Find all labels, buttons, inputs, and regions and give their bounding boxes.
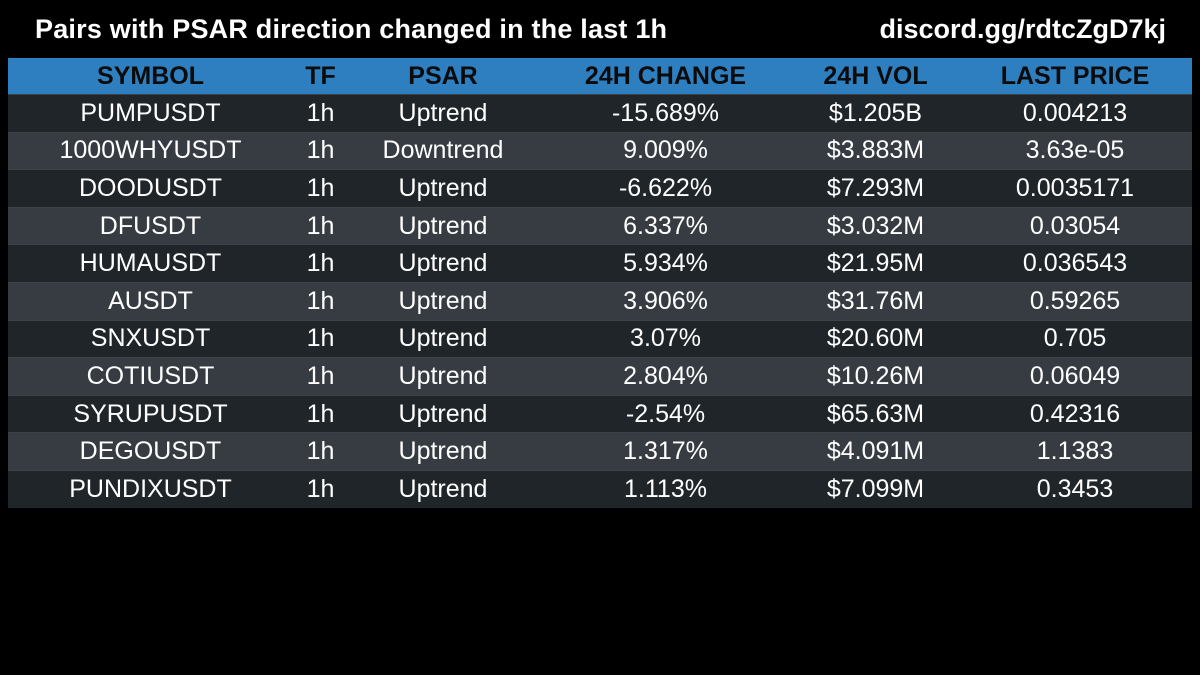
cell-24h-change: 3.07% (538, 319, 793, 358)
table-row: AUSDT 1h Uptrend 3.906% $31.76M 0.59265 (8, 281, 1192, 321)
cell-psar: Uptrend (348, 206, 538, 245)
cell-24h-vol: $3.883M (793, 131, 958, 170)
cell-24h-vol: $3.032M (793, 206, 958, 245)
table-row: DEGOUSDT 1h Uptrend 1.317% $4.091M 1.1383 (8, 432, 1192, 471)
cell-last-price: 1.1383 (958, 432, 1192, 471)
cell-last-price: 0.004213 (958, 94, 1192, 133)
cell-psar: Uptrend (348, 394, 538, 433)
cell-symbol: 1000WHYUSDT (8, 131, 293, 170)
cell-24h-change: -15.689% (538, 94, 793, 133)
table-row: 1000WHYUSDT 1h Downtrend 9.009% $3.883M 3.63e… (8, 131, 1192, 170)
cell-symbol: DOODUSDT (8, 169, 293, 208)
cell-last-price: 0.0035171 (958, 169, 1192, 208)
cell-last-price: 0.59265 (958, 281, 1192, 321)
table-row: DFUSDT 1h Uptrend 6.337% $3.032M 0.03054 (8, 206, 1192, 245)
cell-last-price: 0.3453 (958, 469, 1192, 508)
cell-tf: 1h (293, 94, 348, 133)
table-header-row: SYMBOL TF PSAR 24H CHANGE 24H VOL LAST P… (8, 58, 1192, 95)
cell-24h-vol: $7.099M (793, 469, 958, 508)
cell-symbol: PUMPUSDT (8, 94, 293, 133)
column-header-tf[interactable]: TF (305, 61, 336, 90)
cell-24h-vol: $31.76M (793, 281, 958, 321)
cell-psar: Uptrend (348, 357, 538, 396)
column-header-psar[interactable]: PSAR (408, 61, 478, 90)
cell-psar: Uptrend (348, 281, 538, 321)
cell-tf: 1h (293, 432, 348, 471)
cell-psar: Uptrend (348, 469, 538, 508)
cell-symbol: COTIUSDT (8, 357, 293, 396)
cell-tf: 1h (293, 169, 348, 208)
cell-24h-vol: $65.63M (793, 394, 958, 433)
cell-24h-change: 5.934% (538, 244, 793, 283)
cell-24h-vol: $4.091M (793, 432, 958, 471)
table-row: HUMAUSDT 1h Uptrend 5.934% $21.95M 0.036543 (8, 244, 1192, 283)
table-row: COTIUSDT 1h Uptrend 2.804% $10.26M 0.06049 (8, 357, 1192, 396)
cell-symbol: SYRUPUSDT (8, 394, 293, 433)
cell-tf: 1h (293, 469, 348, 508)
cell-24h-vol: $1.205B (793, 94, 958, 133)
cell-last-price: 0.036543 (958, 244, 1192, 283)
table-row: SYRUPUSDT 1h Uptrend -2.54% $65.63M 0.42316 (8, 394, 1192, 433)
page-title: Pairs with PSAR direction changed in the… (35, 14, 668, 44)
cell-last-price: 3.63e-05 (958, 131, 1192, 170)
cell-tf: 1h (293, 281, 348, 321)
cell-tf: 1h (293, 244, 348, 283)
cell-tf: 1h (293, 319, 348, 358)
cell-tf: 1h (293, 206, 348, 245)
cell-24h-vol: $20.60M (793, 319, 958, 358)
cell-psar: Uptrend (348, 432, 538, 471)
column-header-24h-change[interactable]: 24H CHANGE (584, 61, 747, 90)
cell-last-price: 0.03054 (958, 206, 1192, 245)
discord-link[interactable]: discord.gg/rdtcZgD7kj (879, 14, 1166, 44)
cell-tf: 1h (293, 394, 348, 433)
cell-psar: Uptrend (348, 94, 538, 133)
cell-24h-change: 6.337% (538, 206, 793, 245)
cell-24h-change: 2.804% (538, 357, 793, 396)
cell-24h-change: 9.009% (538, 131, 793, 170)
column-header-symbol[interactable]: SYMBOL (97, 61, 204, 90)
cell-tf: 1h (293, 131, 348, 170)
cell-symbol: SNXUSDT (8, 319, 293, 358)
cell-symbol: DEGOUSDT (8, 432, 293, 471)
cell-24h-change: 1.317% (538, 432, 793, 471)
cell-last-price: 0.42316 (958, 394, 1192, 433)
table-row: SNXUSDT 1h Uptrend 3.07% $20.60M 0.705 (8, 319, 1192, 358)
table-row: PUMPUSDT 1h Uptrend -15.689% $1.205B 0.004213 (8, 94, 1192, 133)
table-row: DOODUSDT 1h Uptrend -6.622% $7.293M 0.0035171 (8, 169, 1192, 208)
cell-psar: Uptrend (348, 169, 538, 208)
cell-24h-vol: $7.293M (793, 169, 958, 208)
cell-psar: Uptrend (348, 319, 538, 358)
table-row: PUNDIXUSDT 1h Uptrend 1.113% $7.099M 0.3453 (8, 469, 1192, 508)
cell-24h-change: 3.906% (538, 281, 793, 321)
cell-24h-change: -6.622% (538, 169, 793, 208)
cell-symbol: AUSDT (8, 281, 293, 321)
cell-last-price: 0.705 (958, 319, 1192, 358)
cell-psar: Uptrend (348, 244, 538, 283)
cell-symbol: HUMAUSDT (8, 244, 293, 283)
cell-24h-change: -2.54% (538, 394, 793, 433)
cell-symbol: DFUSDT (8, 206, 293, 245)
cell-tf: 1h (293, 357, 348, 396)
cell-24h-change: 1.113% (538, 469, 793, 508)
cell-last-price: 0.06049 (958, 357, 1192, 396)
cell-24h-vol: $21.95M (793, 244, 958, 283)
psar-table: SYMBOL TF PSAR 24H CHANGE 24H VOL LAST P… (8, 58, 1192, 508)
column-header-24h-vol[interactable]: 24H VOL (823, 61, 928, 90)
cell-psar: Downtrend (348, 131, 538, 170)
column-header-last-price[interactable]: LAST PRICE (1000, 61, 1150, 90)
cell-symbol: PUNDIXUSDT (8, 469, 293, 508)
cell-24h-vol: $10.26M (793, 357, 958, 396)
